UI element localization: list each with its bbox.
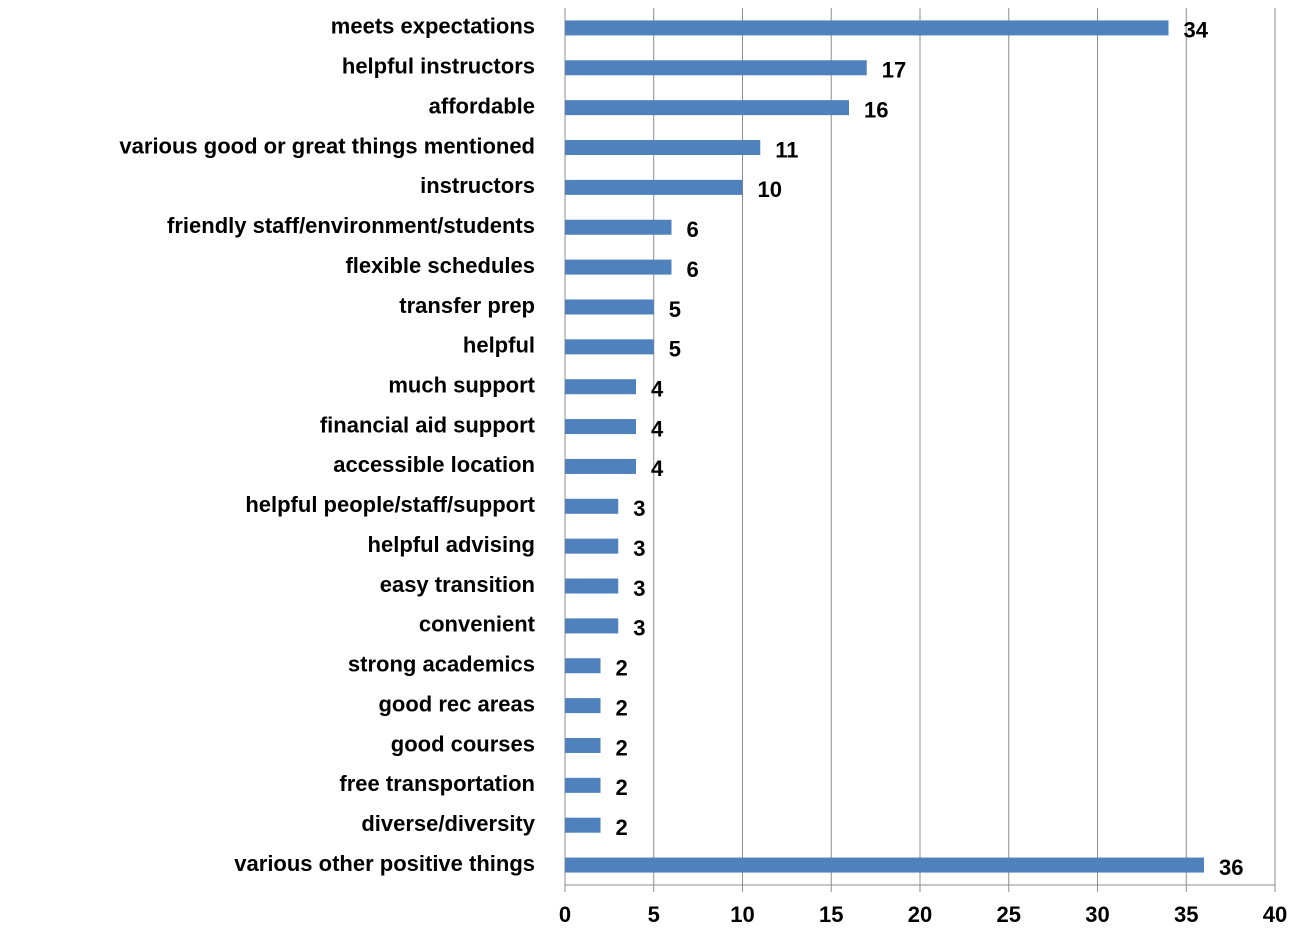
y-tick-label: helpful instructors bbox=[342, 54, 535, 79]
y-tick-label: accessible location bbox=[333, 452, 535, 477]
value-label: 6 bbox=[687, 217, 699, 242]
value-label: 6 bbox=[687, 257, 699, 282]
y-tick-label: friendly staff/environment/students bbox=[167, 213, 535, 238]
bar bbox=[565, 777, 601, 793]
bar bbox=[565, 379, 636, 395]
y-tick-label: various good or great things mentioned bbox=[119, 133, 535, 158]
value-label: 11 bbox=[775, 137, 798, 162]
x-tick-label: 40 bbox=[1263, 902, 1287, 927]
bar bbox=[565, 698, 601, 714]
x-tick-label: 10 bbox=[730, 902, 754, 927]
x-tick-label: 35 bbox=[1174, 902, 1198, 927]
x-tick-label: 0 bbox=[559, 902, 571, 927]
value-label: 2 bbox=[616, 695, 628, 720]
value-label: 3 bbox=[633, 496, 645, 521]
value-label: 4 bbox=[651, 377, 664, 402]
y-tick-label: helpful advising bbox=[368, 532, 535, 557]
y-tick-label: easy transition bbox=[380, 572, 535, 597]
y-tick-label: good rec areas bbox=[378, 691, 535, 716]
bar bbox=[565, 658, 601, 674]
bar bbox=[565, 60, 867, 76]
value-label: 2 bbox=[616, 656, 628, 681]
bar bbox=[565, 179, 743, 195]
x-tick-label: 5 bbox=[648, 902, 660, 927]
bar bbox=[565, 498, 619, 514]
bar bbox=[565, 857, 1204, 873]
value-label: 17 bbox=[882, 58, 906, 83]
x-tick-label: 15 bbox=[819, 902, 843, 927]
value-label: 3 bbox=[633, 576, 645, 601]
bar bbox=[565, 538, 619, 554]
y-tick-label: helpful bbox=[463, 333, 535, 358]
y-tick-label: helpful people/staff/support bbox=[245, 492, 535, 517]
value-label: 3 bbox=[633, 536, 645, 561]
y-tick-label: affordable bbox=[429, 93, 535, 118]
x-tick-label: 20 bbox=[908, 902, 932, 927]
bar bbox=[565, 817, 601, 833]
bar bbox=[565, 737, 601, 753]
value-label: 16 bbox=[864, 97, 888, 122]
y-tick-label: diverse/diversity bbox=[361, 811, 535, 836]
bar bbox=[565, 140, 761, 156]
value-label: 5 bbox=[669, 297, 681, 322]
value-label: 10 bbox=[758, 177, 782, 202]
value-label: 36 bbox=[1219, 855, 1243, 880]
value-label: 5 bbox=[669, 337, 681, 362]
value-label: 2 bbox=[616, 735, 628, 760]
y-tick-label: free transportation bbox=[339, 771, 535, 796]
bar bbox=[565, 299, 654, 315]
bar bbox=[565, 100, 849, 116]
value-label: 34 bbox=[1184, 18, 1209, 43]
y-tick-label: much support bbox=[388, 373, 535, 398]
value-label: 2 bbox=[616, 815, 628, 840]
y-tick-label: instructors bbox=[420, 173, 535, 198]
value-label: 4 bbox=[651, 416, 664, 441]
bar bbox=[565, 578, 619, 594]
value-label: 3 bbox=[633, 616, 645, 641]
value-label: 4 bbox=[651, 456, 664, 481]
y-tick-label: meets expectations bbox=[331, 14, 535, 39]
bar bbox=[565, 458, 636, 474]
bar bbox=[565, 419, 636, 435]
bar bbox=[565, 20, 1169, 36]
y-tick-label: good courses bbox=[391, 731, 535, 756]
y-tick-label: various other positive things bbox=[234, 851, 535, 876]
bar bbox=[565, 259, 672, 275]
y-tick-label: flexible schedules bbox=[345, 253, 535, 278]
bar bbox=[565, 339, 654, 355]
bar bbox=[565, 618, 619, 634]
x-tick-label: 30 bbox=[1085, 902, 1109, 927]
y-tick-label: strong academics bbox=[348, 652, 535, 677]
bar bbox=[565, 219, 672, 235]
y-tick-label: transfer prep bbox=[399, 293, 535, 318]
y-tick-label: convenient bbox=[419, 612, 536, 637]
y-tick-label: financial aid support bbox=[320, 412, 536, 437]
value-label: 2 bbox=[616, 775, 628, 800]
x-tick-label: 25 bbox=[997, 902, 1021, 927]
